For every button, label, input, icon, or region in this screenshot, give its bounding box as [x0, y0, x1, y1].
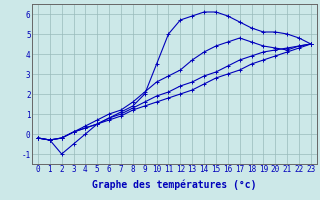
X-axis label: Graphe des températures (°c): Graphe des températures (°c): [92, 180, 257, 190]
